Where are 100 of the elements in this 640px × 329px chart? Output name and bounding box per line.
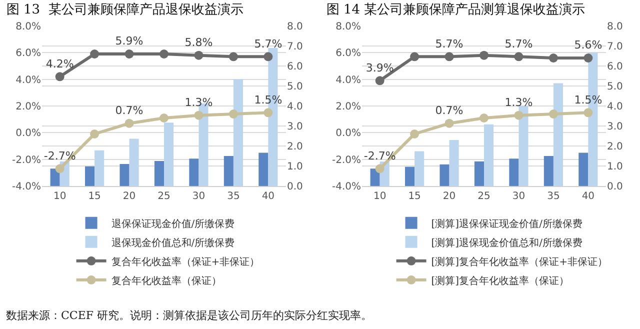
point [228,110,238,118]
legend-label: 退保保证现金价值/所缴保费 [111,218,235,230]
y-tick-label: -2.0% [12,154,41,166]
bar [553,83,563,186]
bar [509,158,519,186]
x-tick-label: 25 [478,191,490,202]
point [264,52,273,62]
x-tick-label: 30 [512,191,526,202]
x-tick-label: 20 [442,191,456,202]
bar [474,161,484,186]
y2-tick-label: 8.0 [607,22,623,32]
x-tick-label: 35 [227,191,240,202]
point [90,130,100,138]
point [584,54,593,62]
point [264,108,273,118]
data-label: 5.6% [574,38,602,52]
point [124,118,134,128]
point [480,114,488,122]
point [160,50,168,58]
data-label: 3.9% [366,61,394,74]
y-tick-label: 8.0% [16,22,41,32]
data-label: 5.9% [115,34,144,48]
y2-tick-label: 2.0 [287,142,303,152]
point [514,52,524,62]
x-tick-label: 20 [122,191,136,202]
legend-label: [测算]复合年化收益率（保证） [431,274,570,287]
y2-tick-label: 0.0 [287,182,303,192]
point [584,108,593,118]
data-label: 1.3% [504,96,533,109]
bar [94,150,104,186]
point [410,130,420,138]
point [514,110,524,120]
bar [440,164,450,186]
point [410,52,420,62]
data-label: -2.7% [364,149,396,162]
y2-tick-label: 4.0 [287,102,303,112]
point [194,110,204,120]
y2-tick-label: 3.0 [607,122,623,132]
data-label: 0.7% [435,104,464,117]
x-tick-label: 10 [53,191,66,202]
bar [484,124,494,186]
data-label: 5.7% [504,37,533,50]
point [375,76,384,86]
y2-tick-label: 1.0 [607,162,623,172]
point [444,52,454,62]
x-tick-label: 35 [547,191,560,202]
data-label: 0.7% [115,104,144,117]
bar [449,140,459,186]
data-label: 1.5% [574,93,602,106]
point [55,72,64,82]
point [444,118,454,128]
y-tick-label: 4.0% [16,74,41,86]
y2-tick-label: 3.0 [287,122,303,132]
y-tick-label: 2.0% [16,102,41,112]
y2-tick-label: 0.0 [607,182,623,192]
y2-tick-label: 7.0 [607,42,623,52]
bar [544,156,554,186]
x-tick-label: 30 [192,191,206,202]
legend-label: 退保现金价值总和/所缴保费 [111,236,235,249]
y2-tick-label: 7.0 [287,42,303,52]
y-tick-label: 8.0% [336,22,361,32]
data-label: 5.7% [254,37,282,50]
bar [154,161,164,186]
bar [224,156,234,186]
point [375,164,384,174]
y2-tick-label: 5.0 [607,82,623,92]
point [228,52,238,62]
data-label: 5.8% [184,36,213,49]
bar [370,168,380,186]
point [160,114,168,122]
x-tick-label: 10 [373,191,386,202]
y2-tick-label: 6.0 [607,62,623,72]
legend-label: [测算]退保保证现金价值/所缴保费 [431,218,582,230]
y-tick-label: 2.0% [336,102,361,112]
x-tick-label: 15 [408,191,421,202]
y-tick-label: 6.0% [16,48,41,60]
point [194,50,204,60]
bar [258,152,268,186]
source-note: 数据来源：CCEF 研究。说明：测算依据是该公司历年的实际分红实现率。 [5,308,373,324]
data-label: 5.7% [435,37,464,50]
y-tick-label: -2.0% [332,154,361,166]
data-label: 1.3% [184,96,213,109]
bar [85,166,95,186]
bar [189,158,199,186]
point [90,50,100,58]
chart-title: 图 14 某公司兼顾保障产品测算退保收益演示 [326,2,586,18]
y2-tick-label: 4.0 [607,102,623,112]
bar [233,79,243,186]
y2-tick-label: 1.0 [287,162,303,172]
bar [518,106,528,186]
bar [164,122,174,186]
legend-label: [测算]复合年化收益率（保证+非保证） [431,256,608,268]
y-tick-label: 0.0% [336,128,361,140]
point [548,54,558,62]
bar [50,168,60,186]
data-label: -2.7% [44,149,76,162]
legend-label: 复合年化收益率（保证） [111,274,222,287]
y2-tick-label: 2.0 [607,142,623,152]
bar [120,164,130,186]
x-tick-label: 40 [582,191,595,202]
